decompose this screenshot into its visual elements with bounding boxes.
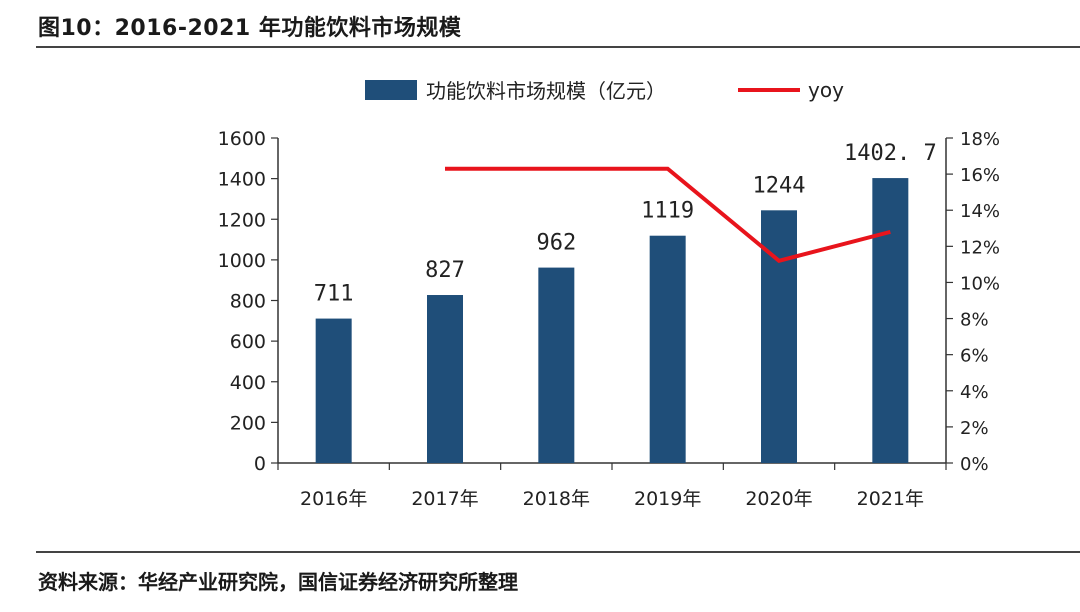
bar-data-label: 711 (314, 282, 354, 307)
bar (649, 235, 686, 463)
x-tick-label: 2021年 (857, 488, 924, 510)
right-tick-label: 4% (960, 382, 989, 403)
bar (315, 318, 352, 463)
yoy-line (445, 166, 891, 263)
right-tick-label: 14% (960, 201, 1000, 222)
right-tick-label: 16% (960, 165, 1000, 186)
left-tick-label: 1600 (218, 128, 266, 150)
bar (427, 295, 463, 463)
bar-data-label: 827 (425, 258, 465, 283)
bar (538, 267, 575, 463)
bar-data-label: 1119 (641, 199, 694, 224)
bar (872, 178, 909, 463)
x-tick-label: 2017年 (411, 488, 478, 510)
bar-data-label: 962 (536, 231, 576, 256)
figure-title: 图10：2016-2021 年功能饮料市场规模 (38, 16, 462, 41)
top-rule (36, 46, 1080, 48)
legend-bar-label: 功能饮料市场规模（亿元） (426, 79, 666, 103)
source-note: 资料来源：华经产业研究院，国信证券经济研究所整理 (38, 570, 518, 594)
right-tick-label: 12% (960, 237, 1000, 258)
left-tick-label: 1200 (218, 209, 266, 231)
right-tick-label: 10% (960, 273, 1000, 294)
legend-bar-swatch (365, 80, 417, 100)
right-tick-label: 2% (960, 418, 989, 439)
left-tick-label: 400 (230, 372, 266, 394)
left-tick-label: 1400 (218, 169, 266, 191)
x-tick-label: 2019年 (634, 488, 701, 510)
left-tick-label: 600 (230, 331, 266, 353)
left-tick-label: 800 (230, 291, 266, 313)
x-tick-label: 2020年 (745, 488, 812, 510)
right-tick-label: 6% (960, 346, 989, 367)
right-tick-label: 0% (960, 454, 989, 475)
x-tick-label: 2018年 (523, 488, 590, 510)
right-tick-label: 18% (960, 129, 1000, 150)
left-tick-label: 1000 (218, 250, 266, 272)
bar-data-label: 1402. 7 (844, 141, 937, 166)
bar-data-label: 1244 (753, 173, 806, 198)
bottom-rule (36, 551, 1080, 553)
x-tick-label: 2016年 (300, 488, 367, 510)
right-tick-label: 8% (960, 310, 989, 331)
left-tick-label: 200 (230, 412, 266, 434)
legend-line-label: yoy (808, 78, 844, 102)
left-tick-label: 0 (254, 453, 266, 475)
